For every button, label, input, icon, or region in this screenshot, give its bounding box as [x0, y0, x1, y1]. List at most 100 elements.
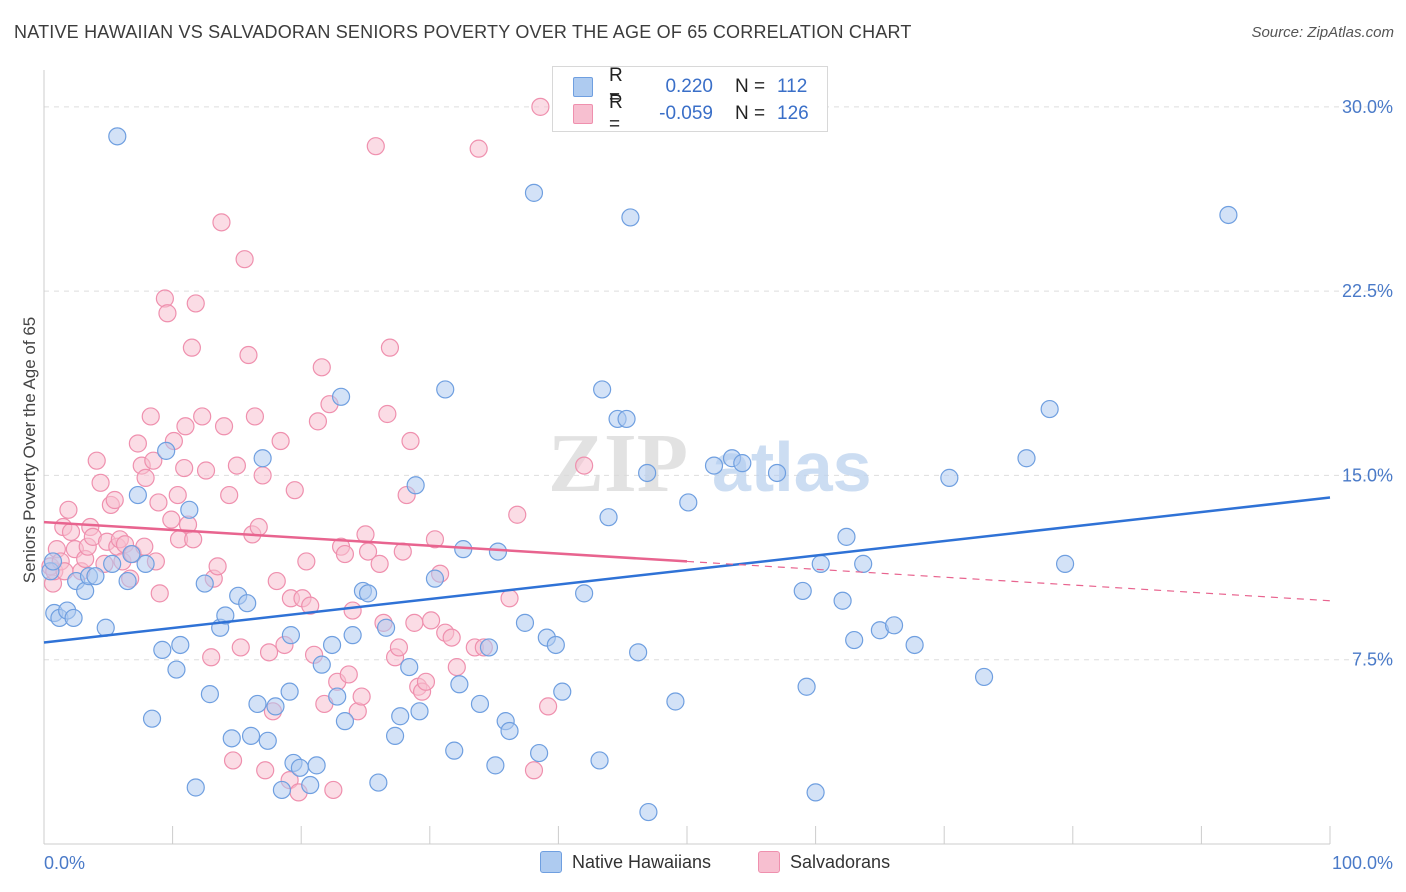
salvadorans-point: [150, 584, 169, 603]
salvadorans-point: [223, 751, 243, 770]
salvadorans-point: [91, 473, 110, 492]
salvadorans-point: [128, 434, 147, 453]
native-hawaiians-point: [180, 500, 199, 519]
native-hawaiians-point: [328, 687, 347, 706]
native-hawaiians-point: [617, 409, 636, 429]
y-tick-label: 30.0%: [1342, 97, 1393, 117]
native-hawaiians-point: [358, 584, 378, 603]
native-hawaiians-point: [666, 692, 685, 711]
native-hawaiians-point: [258, 731, 277, 750]
native-hawaiians-point: [500, 721, 519, 741]
native-hawaiians-point: [833, 591, 852, 610]
native-hawaiians-point: [425, 569, 445, 588]
salvadorans-point: [531, 97, 550, 116]
salvadorans-point: [380, 338, 400, 357]
grid-lines: [44, 106, 1392, 661]
native-hawaiians-point: [679, 493, 698, 512]
native-hawaiians-point: [400, 657, 419, 677]
salvadorans-point: [401, 431, 420, 451]
native-hawaiians-point: [1040, 399, 1059, 419]
salvadorans-point: [227, 456, 246, 475]
x-tick-label: 100.0%: [1332, 853, 1393, 873]
salvadorans-point: [208, 557, 227, 576]
native-hawaiians-point: [281, 626, 301, 645]
salvadorans-point: [308, 412, 328, 431]
salvadorans-point: [370, 554, 389, 573]
legend-r-value: 0.220: [665, 76, 713, 97]
native-hawaiians-point: [312, 655, 331, 674]
legend-swatch-blue: [573, 77, 593, 97]
native-hawaiians-point: [186, 778, 205, 797]
salvadorans-trend-line: [43, 520, 688, 563]
salvadorans-point: [235, 250, 254, 269]
native-hawaiians-point: [222, 729, 241, 748]
legend-n-value: 112: [777, 76, 808, 97]
x-tick-labels: 0.0% 100.0%: [44, 853, 1393, 873]
native-hawaiians-point: [136, 554, 155, 573]
native-hawaiians-point: [280, 682, 299, 701]
native-hawaiians-point: [369, 773, 388, 792]
native-hawaiians-point: [248, 694, 267, 714]
salvadorans-point: [469, 139, 488, 158]
legend-item-salvadorans: Salvadorans: [758, 851, 890, 873]
native-hawaiians-point: [335, 712, 355, 731]
salvadorans-point: [339, 665, 358, 684]
salvadorans-point: [186, 294, 205, 313]
salvadorans-point: [245, 407, 265, 426]
salvadorans-point: [220, 485, 239, 505]
legend-row-native-hawaiians: R = 0.220 N = 112: [573, 65, 808, 108]
native-hawaiians-point: [590, 751, 609, 770]
native-hawaiians-point: [322, 635, 342, 655]
salvadorans-point: [231, 638, 250, 657]
salvadorans-point: [352, 687, 371, 706]
native-hawaiians-point: [599, 508, 618, 527]
native-hawaiians-point: [845, 630, 864, 650]
native-hawaiians-point: [797, 677, 816, 696]
salvadorans-point: [442, 628, 461, 647]
y-tick-label: 15.0%: [1342, 465, 1393, 485]
salvadorans-point: [149, 493, 168, 512]
native-hawaiians-point: [200, 685, 219, 704]
native-hawaiians-point: [128, 485, 147, 505]
native-hawaiians-point: [376, 618, 396, 637]
native-hawaiians-point: [410, 702, 429, 721]
native-hawaiians-point: [767, 463, 787, 483]
native-hawaiians-point: [470, 694, 490, 714]
chart-source: Source: ZipAtlas.com: [1251, 24, 1394, 41]
salvadorans-point: [378, 404, 397, 424]
legend-swatch-pink: [573, 104, 593, 124]
native-hawaiians-point: [837, 527, 856, 546]
native-hawaiians-point: [553, 682, 572, 701]
axes: [43, 70, 1331, 845]
salvadorans-point: [182, 338, 201, 357]
x-tick-label: 0.0%: [44, 853, 85, 873]
watermark: ZIP atlas: [548, 417, 872, 510]
native-hawaiians-point: [122, 544, 141, 564]
salvadorans-point: [524, 761, 544, 780]
salvadorans-points: [41, 97, 594, 802]
native-hawaiians-point: [167, 660, 186, 679]
native-hawaiians-point: [142, 709, 162, 728]
salvadorans-point: [249, 517, 268, 537]
salvadorans-point: [176, 417, 195, 436]
y-tick-label: 7.5%: [1352, 650, 1393, 670]
salvadorans-point: [162, 510, 181, 529]
salvadorans-point: [425, 530, 445, 549]
salvadorans-point: [416, 672, 436, 691]
native-hawaiians-point: [905, 635, 924, 655]
native-hawaiians-point: [266, 697, 285, 716]
native-hawaiians-trend-line: [43, 496, 1331, 644]
salvadorans-point: [105, 490, 124, 510]
native-hawaiians-point: [486, 756, 505, 775]
native-hawaiians-point: [253, 449, 272, 468]
native-hawaiians-point: [733, 454, 752, 473]
legend-n-label: N =: [735, 103, 766, 124]
native-hawaiians-point: [530, 743, 549, 763]
salvadorans-point: [175, 458, 194, 478]
salvadorans-point: [312, 358, 331, 377]
native-hawaiians-point: [343, 626, 362, 645]
native-hawaiians-point: [157, 441, 176, 460]
native-hawaiians-point: [704, 456, 724, 475]
salvadorans-point: [259, 643, 279, 662]
legend-swatch-blue: [540, 851, 562, 873]
